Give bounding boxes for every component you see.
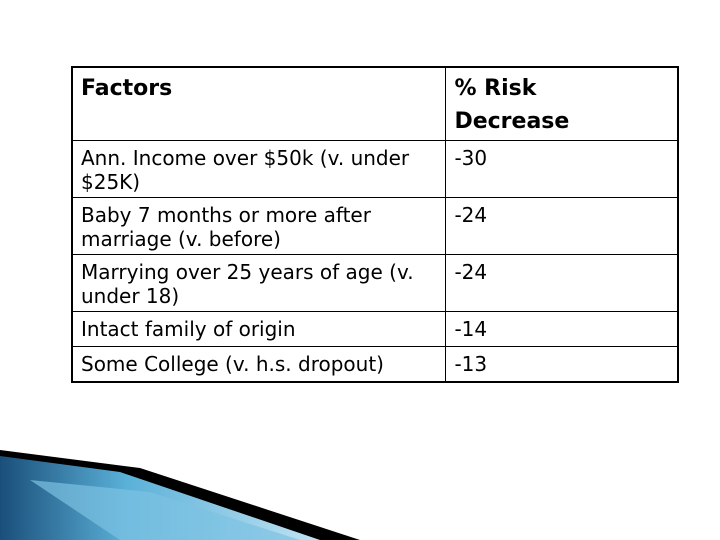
swoosh-light-band: [30, 480, 300, 540]
risk-cell: -24: [445, 197, 679, 255]
header-factors: Factors: [71, 66, 447, 141]
risk-cell: -13: [445, 346, 679, 383]
decorative-swoosh: [0, 450, 360, 540]
swoosh-black-stroke: [0, 450, 360, 540]
table-row: Baby 7 months or more after marriage (v.…: [71, 197, 679, 255]
table-row: Intact family of origin -14: [71, 311, 679, 347]
table-header-row: Factors % Risk Decrease: [71, 66, 679, 141]
risk-cell: -14: [445, 311, 679, 347]
factor-cell: Intact family of origin: [71, 311, 447, 347]
risk-cell: -30: [445, 140, 679, 198]
header-factors-label: Factors: [81, 76, 173, 101]
factor-cell: Marrying over 25 years of age (v. under …: [71, 254, 447, 312]
risk-factors-table: Factors % Risk Decrease Ann. Income over…: [71, 66, 679, 383]
factor-cell: Ann. Income over $50k (v. under $25K): [71, 140, 447, 198]
table-row: Some College (v. h.s. dropout) -13: [71, 346, 679, 383]
table-row: Marrying over 25 years of age (v. under …: [71, 254, 679, 312]
header-risk-line1: % Risk: [454, 76, 537, 101]
header-risk-decrease: % Risk Decrease: [445, 66, 679, 141]
header-risk-line2: Decrease: [454, 109, 570, 134]
factor-cell: Some College (v. h.s. dropout): [71, 346, 447, 383]
table-row: Ann. Income over $50k (v. under $25K) -3…: [71, 140, 679, 198]
factor-cell: Baby 7 months or more after marriage (v.…: [71, 197, 447, 255]
risk-cell: -24: [445, 254, 679, 312]
